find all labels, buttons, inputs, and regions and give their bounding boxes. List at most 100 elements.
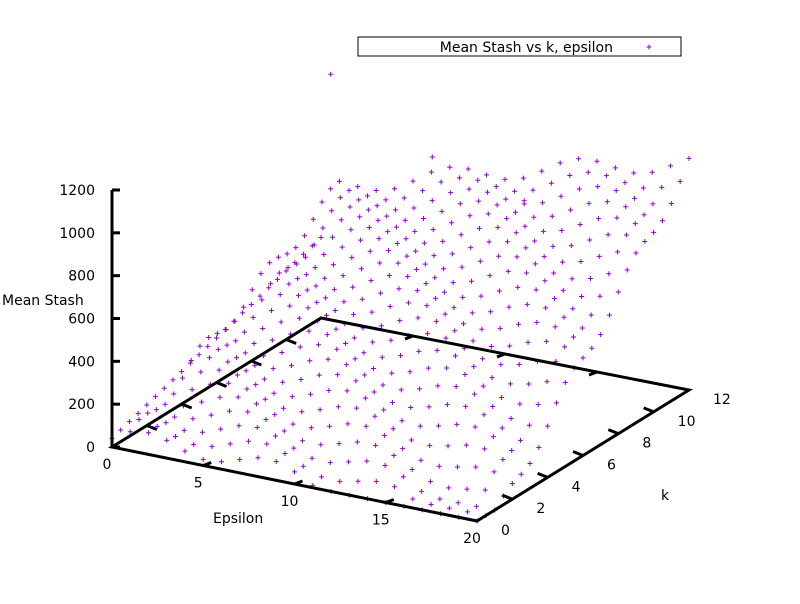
data-point [255, 455, 261, 461]
data-point [317, 407, 323, 413]
data-point [407, 369, 413, 375]
data-point [418, 457, 424, 463]
data-point [650, 201, 656, 207]
data-point [284, 251, 290, 257]
data-point [462, 371, 468, 377]
data-point [468, 245, 474, 251]
data-point [218, 426, 224, 432]
data-point [188, 357, 194, 363]
data-point [296, 293, 302, 299]
data-point [196, 352, 202, 358]
data-point [289, 394, 295, 400]
data-point [567, 173, 573, 179]
data-point [292, 469, 297, 475]
data-point [668, 200, 674, 206]
data-point [296, 315, 302, 321]
data-point [161, 385, 167, 391]
data-point [316, 342, 322, 348]
data-point [562, 380, 568, 386]
data-point [367, 248, 373, 254]
data-point [550, 243, 556, 249]
data-point [314, 299, 320, 305]
data-point [191, 441, 197, 447]
x-tick-mark [385, 498, 395, 504]
data-point [346, 459, 352, 465]
y-tick-label: 4 [572, 479, 581, 495]
data-point [414, 288, 420, 294]
data-point [398, 353, 404, 359]
z-tick-label: 600 [68, 312, 95, 328]
x-tick-label: 15 [372, 513, 390, 529]
data-point [578, 259, 584, 265]
data-point [632, 195, 638, 201]
data-point [163, 420, 169, 426]
data-point [480, 356, 486, 362]
data-point [440, 238, 446, 244]
data-point [473, 503, 479, 509]
data-point [300, 438, 306, 444]
data-point [428, 501, 434, 507]
data-point [250, 315, 256, 321]
data-point [540, 200, 546, 206]
data-point [445, 443, 451, 449]
data-point [463, 403, 469, 409]
x-tick-label: 0 [103, 457, 112, 473]
data-point [443, 335, 449, 341]
data-point [453, 384, 459, 390]
data-point [311, 242, 317, 248]
data-point [541, 254, 547, 260]
data-point [444, 402, 450, 408]
data-point [416, 348, 422, 354]
data-point [568, 207, 574, 213]
data-point [649, 169, 655, 175]
data-point [295, 276, 301, 282]
data-point [615, 249, 621, 255]
data-point [335, 404, 341, 410]
data-point [171, 391, 177, 397]
y-tick-label: 6 [607, 458, 616, 474]
data-point [641, 212, 647, 218]
data-point [334, 346, 340, 352]
data-point [352, 356, 358, 362]
data-point [299, 409, 305, 415]
data-point [386, 273, 392, 279]
y-tick-mark [572, 450, 584, 457]
y-tick-label: 2 [536, 501, 545, 517]
data-point [518, 471, 524, 477]
data-point [154, 423, 160, 429]
data-point [217, 394, 223, 400]
data-point [198, 369, 204, 375]
data-point [470, 338, 476, 344]
data-point [377, 260, 383, 266]
data-point [452, 353, 458, 359]
data-point [353, 378, 359, 384]
data-point [484, 189, 490, 195]
data-point [346, 187, 352, 193]
data-point [524, 301, 530, 307]
data-point [404, 253, 410, 259]
data-point [576, 186, 582, 192]
data-point [406, 300, 412, 306]
data-point [480, 383, 486, 389]
data-point [273, 433, 279, 439]
data-point [456, 175, 462, 181]
data-point [497, 325, 503, 331]
data-point [280, 379, 286, 385]
data-point [302, 233, 308, 239]
data-point [362, 395, 368, 401]
data-point [558, 193, 564, 199]
data-point [410, 496, 416, 502]
data-point [551, 270, 557, 276]
data-point [260, 326, 266, 332]
data-point [358, 266, 364, 272]
data-point [343, 341, 349, 347]
data-point [496, 253, 502, 259]
data-point [403, 236, 409, 242]
data-point [327, 423, 333, 429]
data-point [577, 222, 583, 228]
data-point [300, 463, 306, 469]
data-point [351, 335, 357, 341]
data-point [433, 295, 439, 301]
data-point [291, 445, 297, 451]
